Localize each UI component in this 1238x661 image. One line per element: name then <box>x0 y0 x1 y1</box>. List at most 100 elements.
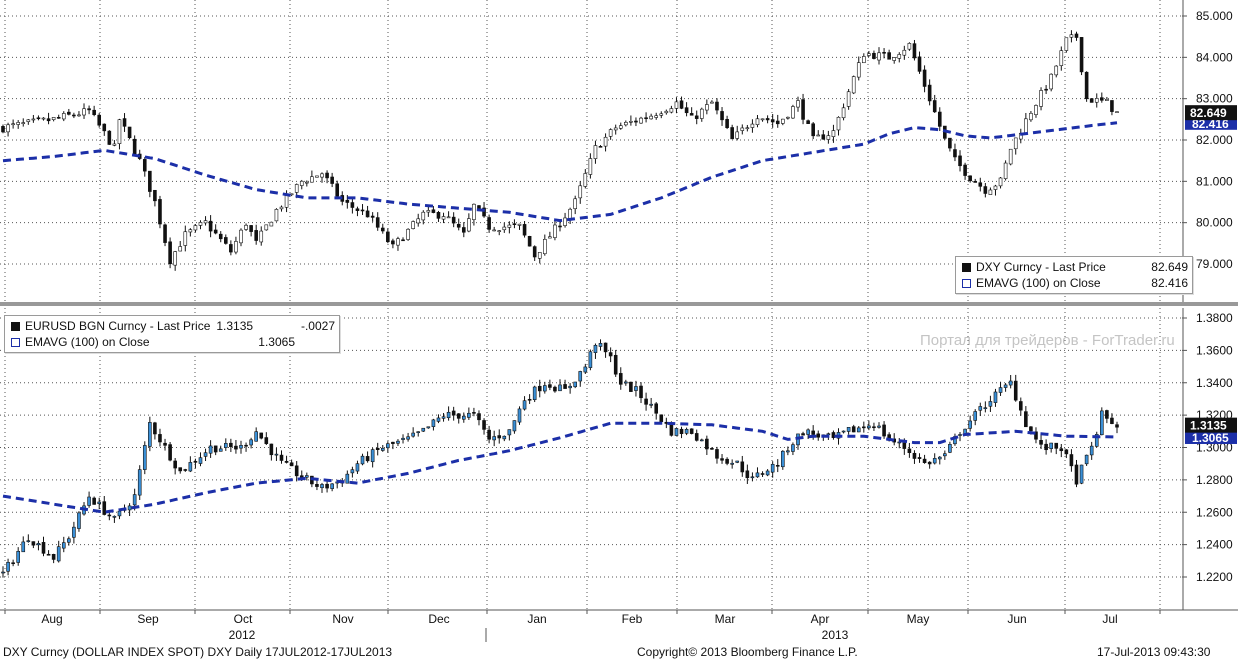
candle-body <box>1024 411 1028 428</box>
candle-body <box>745 470 750 479</box>
candle-body <box>173 460 177 469</box>
eurusd-legend-change: -.0027 <box>300 319 335 333</box>
candle-body <box>760 473 765 475</box>
candle-body <box>1029 112 1033 121</box>
candle-body <box>613 354 618 375</box>
candle-body <box>87 496 91 506</box>
candle-body <box>755 118 760 125</box>
candle-body <box>21 541 26 553</box>
candle-body <box>386 231 390 243</box>
candle-body <box>993 391 998 403</box>
candle-body <box>148 170 152 192</box>
y-tick-label: 1.2800 <box>1196 473 1233 487</box>
candle-body <box>441 416 446 419</box>
ema-value-tag-1: 1.3065 <box>1185 430 1237 445</box>
candle-body <box>203 220 208 224</box>
candle-body <box>375 217 380 228</box>
candle-body <box>1059 50 1064 66</box>
candle-body <box>310 176 314 183</box>
candle-body <box>153 422 157 435</box>
candle-body <box>497 230 502 232</box>
candle-body <box>117 510 122 517</box>
candle-body <box>836 116 841 131</box>
candle-body <box>968 420 972 429</box>
candle-body <box>588 351 593 368</box>
candle-body <box>330 176 334 184</box>
candle-body <box>461 227 466 233</box>
candle-body <box>137 469 142 496</box>
dxy-legend-value: 82.649 <box>1151 260 1188 274</box>
candle-body <box>816 134 821 137</box>
candle-body <box>456 223 461 228</box>
candle-body <box>36 543 41 546</box>
candle-body <box>548 236 552 239</box>
candle-body <box>198 457 203 464</box>
candle-body <box>694 115 699 119</box>
candle-body <box>689 113 694 116</box>
candle-body <box>644 398 648 405</box>
candle-body <box>411 432 415 437</box>
candle-body <box>937 456 942 460</box>
month-label: Oct <box>234 612 253 626</box>
candle-body <box>234 241 238 253</box>
candle-body <box>168 444 172 461</box>
candle-body <box>517 223 522 226</box>
candle-body <box>1064 37 1069 51</box>
candle-body <box>391 240 395 245</box>
candle-body <box>725 118 729 128</box>
candle-body <box>305 181 309 184</box>
candle-body <box>97 114 102 126</box>
candle-body <box>1013 380 1018 401</box>
candle-body <box>426 210 431 213</box>
candle-body <box>983 186 988 194</box>
eurusd-ema-value: 1.3065 <box>258 335 295 349</box>
month-label: May <box>907 612 930 626</box>
candle-body <box>593 344 598 353</box>
candle-body <box>826 135 831 140</box>
candle-body <box>1069 454 1074 467</box>
candle-body <box>917 457 922 459</box>
candle-body <box>821 134 826 140</box>
candle-body <box>239 229 243 244</box>
candle-body <box>932 100 937 113</box>
dxy-ema-value: 82.416 <box>1151 276 1188 290</box>
candle-body <box>679 428 684 435</box>
candle-body <box>411 221 415 229</box>
candle-body <box>82 108 86 116</box>
candle-body <box>624 381 628 384</box>
panel-divider <box>0 302 1238 306</box>
candle-body <box>963 164 967 176</box>
candle-body <box>527 235 532 247</box>
candle-body <box>168 241 172 265</box>
candle-body <box>112 143 117 146</box>
candle-body <box>284 460 289 463</box>
candle-body <box>31 541 36 546</box>
candle-body <box>56 546 61 562</box>
candle-body <box>811 123 815 137</box>
footer-instrument: DXY Curncy (DOLLAR INDEX SPOT) DXY Daily… <box>3 645 393 659</box>
candle-body <box>841 107 846 119</box>
candle-body <box>350 202 355 208</box>
candle-body <box>862 56 866 64</box>
candle-body <box>543 385 547 392</box>
candle-body <box>482 207 486 217</box>
candle-body <box>801 433 805 436</box>
candle-body <box>401 437 405 440</box>
candle-body <box>416 218 421 224</box>
candle-body <box>507 224 512 228</box>
candle-body <box>1089 445 1094 456</box>
month-label: Jan <box>527 612 546 626</box>
candle-body <box>730 127 734 140</box>
candle-body <box>786 450 790 453</box>
candle-body <box>877 52 881 61</box>
candle-body <box>213 229 218 234</box>
candle-body <box>431 419 436 427</box>
candle-body <box>973 411 978 421</box>
ema-tag-text: 82.416 <box>1192 117 1229 131</box>
candle-body <box>380 227 385 232</box>
candle-body <box>153 189 157 202</box>
candle-body <box>279 454 284 461</box>
candle-body <box>1054 65 1059 76</box>
candle-body <box>416 431 421 433</box>
candle-body <box>902 49 907 56</box>
